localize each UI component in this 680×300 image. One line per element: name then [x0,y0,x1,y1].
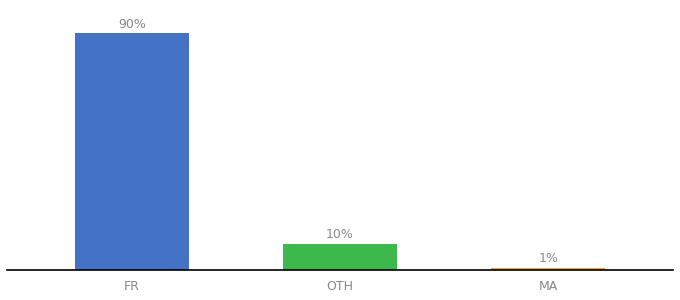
Bar [491,268,605,270]
Text: 10%: 10% [326,228,354,242]
Bar [75,33,189,270]
Bar [283,244,397,270]
Text: 1%: 1% [539,252,558,265]
Text: 90%: 90% [118,18,146,31]
